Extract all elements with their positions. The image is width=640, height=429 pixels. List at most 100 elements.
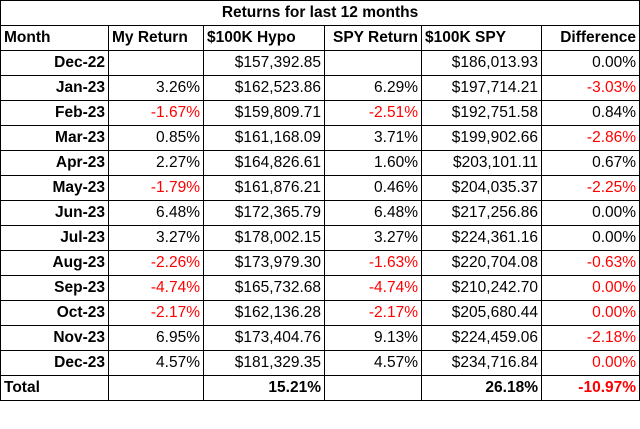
returns-table: Returns for last 12 months Month My Retu… bbox=[0, 0, 640, 401]
cell-my-return[interactable]: 4.57% bbox=[108, 350, 204, 376]
cell-spy-return[interactable] bbox=[324, 50, 422, 76]
cell-month[interactable]: Dec-23 bbox=[0, 350, 109, 376]
cell-difference[interactable]: -2.18% bbox=[540, 325, 640, 351]
header-difference[interactable]: Difference bbox=[540, 25, 640, 51]
cell-month[interactable]: Aug-23 bbox=[0, 250, 109, 276]
cell-hypo[interactable]: $178,002.15 bbox=[203, 225, 325, 251]
cell-spy[interactable]: $217,256.86 bbox=[421, 200, 542, 226]
cell-hypo[interactable]: $162,136.28 bbox=[203, 300, 325, 326]
cell-month[interactable]: Jan-23 bbox=[0, 75, 109, 101]
table-title[interactable]: Returns for last 12 months bbox=[0, 0, 640, 26]
cell-month[interactable]: Sep-23 bbox=[0, 275, 109, 301]
cell-difference[interactable]: -2.25% bbox=[540, 175, 640, 201]
cell-spy[interactable]: $205,680.44 bbox=[421, 300, 542, 326]
cell-difference[interactable]: -2.86% bbox=[540, 125, 640, 151]
header-spy-return[interactable]: SPY Return bbox=[324, 25, 422, 51]
cell-difference[interactable]: 0.67% bbox=[540, 150, 640, 176]
cell-spy-return[interactable]: 3.27% bbox=[324, 225, 422, 251]
cell-month[interactable]: Mar-23 bbox=[0, 125, 109, 151]
table-row: Feb-23 -1.67% $159,809.71 -2.51% $192,751.58… bbox=[0, 100, 640, 126]
cell-spy[interactable]: $220,704.08 bbox=[421, 250, 542, 276]
cell-spy[interactable]: $204,035.37 bbox=[421, 175, 542, 201]
cell-spy[interactable]: $234,716.84 bbox=[421, 350, 542, 376]
cell-my-return[interactable]: -1.79% bbox=[108, 175, 204, 201]
cell-month[interactable]: Dec-22 bbox=[0, 50, 109, 76]
table-row: Dec-23 4.57% $181,329.35 4.57% $234,716.84 0.… bbox=[0, 350, 640, 376]
table-row: Apr-23 2.27% $164,826.61 1.60% $203,101.11 0.… bbox=[0, 150, 640, 176]
cell-spy-return[interactable]: 4.57% bbox=[324, 350, 422, 376]
total-my-return-cell[interactable] bbox=[108, 375, 204, 401]
cell-month[interactable]: Nov-23 bbox=[0, 325, 109, 351]
cell-hypo[interactable]: $164,826.61 bbox=[203, 150, 325, 176]
cell-hypo[interactable]: $165,732.68 bbox=[203, 275, 325, 301]
cell-difference[interactable]: 0.00% bbox=[540, 50, 640, 76]
header-spy[interactable]: $100K SPY bbox=[421, 25, 542, 51]
cell-spy[interactable]: $197,714.21 bbox=[421, 75, 542, 101]
cell-spy-return[interactable]: -2.17% bbox=[324, 300, 422, 326]
cell-spy-return[interactable]: 3.71% bbox=[324, 125, 422, 151]
cell-hypo[interactable]: $161,876.21 bbox=[203, 175, 325, 201]
cell-my-return[interactable]: 3.26% bbox=[108, 75, 204, 101]
cell-month[interactable]: Apr-23 bbox=[0, 150, 109, 176]
table-row: Sep-23 -4.74% $165,732.68 -4.74% $210,242.70… bbox=[0, 275, 640, 301]
cell-difference[interactable]: 0.00% bbox=[540, 225, 640, 251]
cell-difference[interactable]: -3.03% bbox=[540, 75, 640, 101]
cell-my-return[interactable]: 2.27% bbox=[108, 150, 204, 176]
total-spy[interactable]: 26.18% bbox=[421, 375, 542, 401]
header-month[interactable]: Month bbox=[0, 25, 109, 51]
cell-difference[interactable]: -0.63% bbox=[540, 250, 640, 276]
cell-difference[interactable]: 0.00% bbox=[540, 300, 640, 326]
cell-spy-return[interactable]: 9.13% bbox=[324, 325, 422, 351]
cell-month[interactable]: Jun-23 bbox=[0, 200, 109, 226]
cell-difference[interactable]: 0.00% bbox=[540, 275, 640, 301]
cell-hypo[interactable]: $157,392.85 bbox=[203, 50, 325, 76]
cell-my-return[interactable]: -2.17% bbox=[108, 300, 204, 326]
header-my-return[interactable]: My Return bbox=[108, 25, 204, 51]
cell-spy[interactable]: $224,459.06 bbox=[421, 325, 542, 351]
total-difference[interactable]: -10.97% bbox=[540, 375, 640, 401]
cell-spy[interactable]: $210,242.70 bbox=[421, 275, 542, 301]
cell-month[interactable]: May-23 bbox=[0, 175, 109, 201]
cell-spy[interactable]: $224,361.16 bbox=[421, 225, 542, 251]
cell-my-return[interactable] bbox=[108, 50, 204, 76]
cell-difference[interactable]: 0.84% bbox=[540, 100, 640, 126]
table-row: Nov-23 6.95% $173,404.76 9.13% $224,459.06 -2… bbox=[0, 325, 640, 351]
header-hypo[interactable]: $100K Hypo bbox=[203, 25, 325, 51]
table-body: Dec-22 $157,392.85 $186,013.93 0.00% Jan-23 3… bbox=[0, 50, 640, 376]
cell-month[interactable]: Oct-23 bbox=[0, 300, 109, 326]
cell-month[interactable]: Feb-23 bbox=[0, 100, 109, 126]
cell-my-return[interactable]: -2.26% bbox=[108, 250, 204, 276]
total-hypo[interactable]: 15.21% bbox=[203, 375, 325, 401]
total-label[interactable]: Total bbox=[0, 375, 109, 401]
cell-spy-return[interactable]: 0.46% bbox=[324, 175, 422, 201]
cell-spy[interactable]: $203,101.11 bbox=[421, 150, 542, 176]
cell-spy[interactable]: $186,013.93 bbox=[421, 50, 542, 76]
cell-spy-return[interactable]: 6.48% bbox=[324, 200, 422, 226]
cell-difference[interactable]: 0.00% bbox=[540, 350, 640, 376]
cell-hypo[interactable]: $159,809.71 bbox=[203, 100, 325, 126]
cell-month[interactable]: Jul-23 bbox=[0, 225, 109, 251]
table-row: Jul-23 3.27% $178,002.15 3.27% $224,361.16 0.… bbox=[0, 225, 640, 251]
cell-difference[interactable]: 0.00% bbox=[540, 200, 640, 226]
cell-hypo[interactable]: $172,365.79 bbox=[203, 200, 325, 226]
cell-spy[interactable]: $199,902.66 bbox=[421, 125, 542, 151]
cell-spy[interactable]: $192,751.58 bbox=[421, 100, 542, 126]
cell-my-return[interactable]: 3.27% bbox=[108, 225, 204, 251]
cell-my-return[interactable]: 6.95% bbox=[108, 325, 204, 351]
table-row: Mar-23 0.85% $161,168.09 3.71% $199,902.66 -2… bbox=[0, 125, 640, 151]
cell-my-return[interactable]: 6.48% bbox=[108, 200, 204, 226]
cell-my-return[interactable]: -1.67% bbox=[108, 100, 204, 126]
cell-hypo[interactable]: $173,404.76 bbox=[203, 325, 325, 351]
cell-hypo[interactable]: $181,329.35 bbox=[203, 350, 325, 376]
cell-hypo[interactable]: $173,979.30 bbox=[203, 250, 325, 276]
total-spy-return-cell[interactable] bbox=[324, 375, 422, 401]
cell-spy-return[interactable]: 6.29% bbox=[324, 75, 422, 101]
cell-hypo[interactable]: $161,168.09 bbox=[203, 125, 325, 151]
cell-spy-return[interactable]: -1.63% bbox=[324, 250, 422, 276]
cell-spy-return[interactable]: 1.60% bbox=[324, 150, 422, 176]
cell-hypo[interactable]: $162,523.86 bbox=[203, 75, 325, 101]
cell-spy-return[interactable]: -2.51% bbox=[324, 100, 422, 126]
cell-my-return[interactable]: -4.74% bbox=[108, 275, 204, 301]
cell-my-return[interactable]: 0.85% bbox=[108, 125, 204, 151]
cell-spy-return[interactable]: -4.74% bbox=[324, 275, 422, 301]
